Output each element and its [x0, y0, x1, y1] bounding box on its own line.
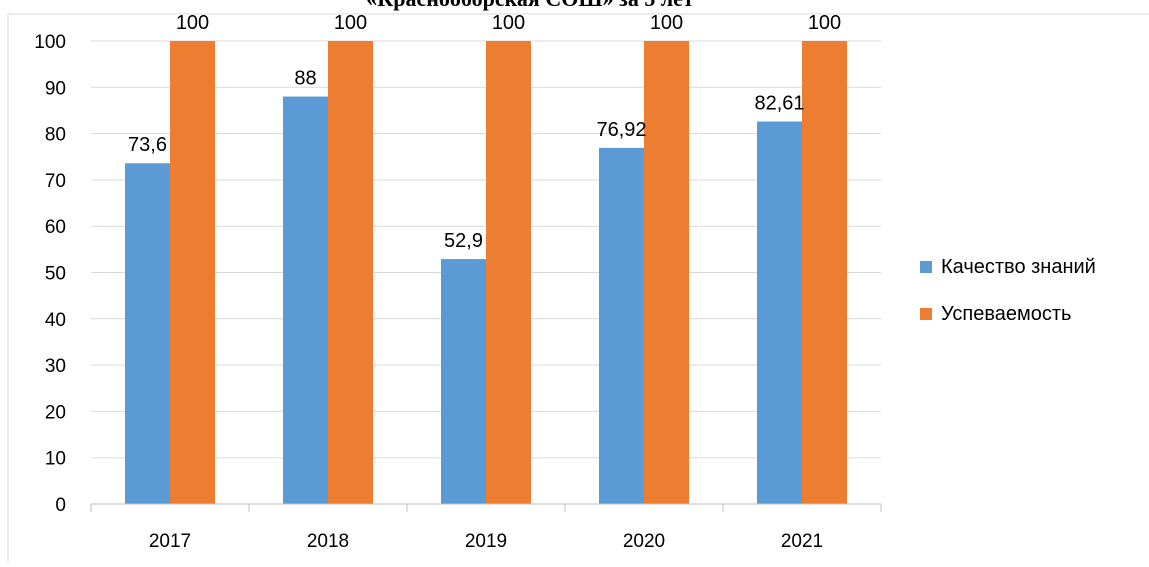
data-label: 73,6: [128, 134, 167, 156]
bar-quality: [599, 147, 644, 504]
legend-swatch: [920, 261, 932, 273]
y-tick-label: 50: [45, 264, 66, 285]
legend-label: Успеваемость: [941, 303, 1071, 325]
data-label: 100: [176, 12, 209, 34]
y-tick-label: 0: [55, 495, 66, 516]
data-label: 100: [808, 12, 841, 34]
y-tick-label: 10: [45, 449, 66, 470]
y-tick-label: 80: [45, 125, 66, 146]
data-labels: 73,6 100 88 100 52,9 100 76,92 100 82,61 100: [128, 12, 841, 252]
bar-performance: [644, 41, 689, 504]
data-label: 100: [650, 12, 683, 34]
x-tick-label: 2020: [623, 531, 665, 552]
bar-performance: [802, 41, 847, 504]
y-tick-label: 30: [45, 356, 66, 377]
x-tick-label: 2017: [149, 531, 191, 552]
bar-performance: [170, 41, 215, 504]
data-label: 76,92: [596, 119, 646, 141]
x-tick-label: 2021: [781, 531, 823, 552]
y-tick-label: 90: [45, 78, 66, 99]
y-tick-label: 20: [45, 402, 66, 423]
legend-label: Качество знаний: [941, 256, 1096, 278]
bar-quality: [283, 96, 328, 504]
data-label: 82,61: [754, 93, 804, 115]
bar-quality: [125, 163, 170, 504]
data-label: 88: [294, 68, 316, 90]
x-tick-label: 2019: [465, 531, 507, 552]
y-tick-label: 40: [45, 310, 66, 331]
bar-quality: [757, 121, 802, 505]
legend: Качество знаний Успеваемость: [920, 256, 1096, 325]
bar-performance: [486, 41, 531, 504]
bar-performance: [328, 41, 373, 504]
y-tick-label: 60: [45, 217, 66, 238]
x-tick-label: 2018: [307, 531, 349, 552]
bars: [125, 41, 847, 505]
y-tick-label: 100: [34, 32, 66, 53]
data-label: 100: [492, 12, 525, 34]
legend-swatch: [920, 308, 932, 320]
chart-title: «Краснооборская СОШ» за 5 лет: [366, 0, 694, 11]
data-label: 52,9: [444, 230, 483, 252]
y-tick-label: 70: [45, 171, 66, 192]
bar-quality: [441, 259, 486, 504]
axes: 0 10 20 30 40 50 60 70 80 90 100 2017 2018 2019 2020 20…: [34, 32, 882, 552]
data-label: 100: [334, 12, 367, 34]
